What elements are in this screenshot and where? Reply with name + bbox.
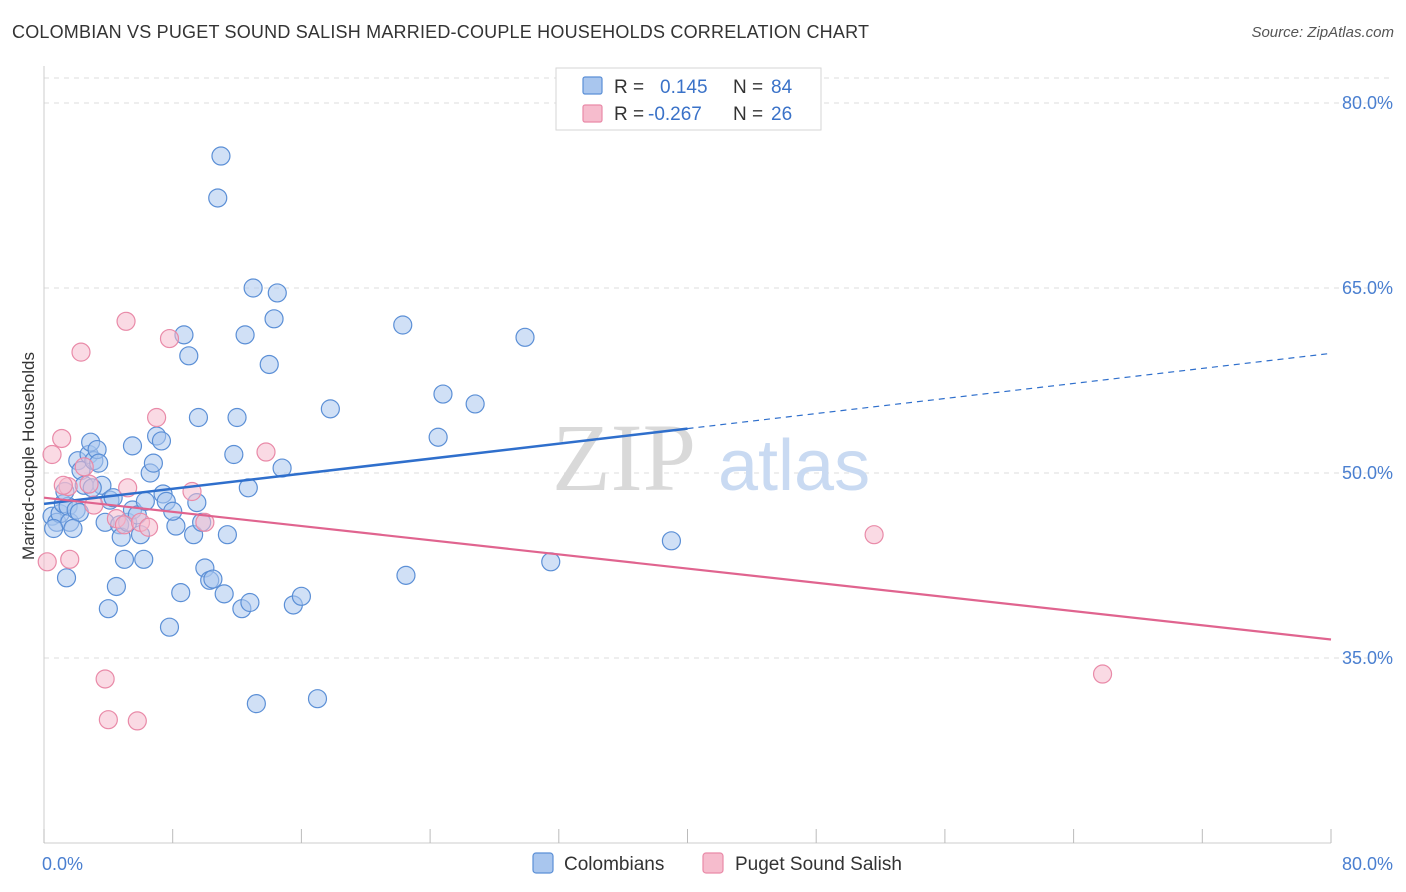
scatter-point — [106, 576, 126, 597]
top-legend: R = 0.145 N = 84 R = -0.267 N = 26 — [555, 67, 822, 131]
scatter-point — [211, 146, 231, 166]
scatter-point — [143, 453, 163, 473]
legend-swatch-blue — [582, 76, 603, 95]
series-colombians — [42, 146, 682, 714]
scatter-point — [203, 569, 223, 589]
x-tick-max: 80.0% — [1342, 854, 1393, 874]
legend-r-label: R = — [614, 104, 644, 125]
chart-title: COLOMBIAN VS PUGET SOUND SALISH MARRIED-… — [12, 22, 870, 42]
scatter-point — [541, 552, 561, 572]
y-tick-label: 65.0% — [1342, 278, 1393, 298]
scatter-point — [217, 525, 237, 545]
scatter-point — [393, 315, 413, 335]
scatter-point — [44, 518, 64, 539]
scatter-point — [171, 583, 191, 603]
scatter-point — [428, 427, 448, 447]
scatter-point — [256, 442, 276, 462]
legend-swatch-pink — [582, 104, 603, 123]
trend-lines — [43, 352, 1332, 641]
trend-line-colombians — [43, 427, 688, 506]
trend-line-puget-sound-salish — [43, 496, 1332, 641]
legend-n-value: 84 — [771, 77, 793, 98]
scatter-point — [114, 549, 135, 569]
scatter-point — [52, 428, 72, 449]
legend-r-value: 0.145 — [660, 77, 708, 98]
scatter-point — [37, 552, 57, 572]
bottom-legend-puget-sound-salish: Puget Sound Salish — [735, 854, 902, 875]
bottom-legend-colombians: Colombians — [564, 854, 664, 875]
scatter-point — [116, 311, 136, 331]
scatter-point — [138, 517, 159, 537]
scatter-point — [259, 354, 279, 375]
scatter-point — [227, 407, 247, 428]
scatter-point — [60, 549, 80, 569]
scatter-point — [147, 407, 167, 428]
scatter-point — [53, 475, 73, 495]
scatter-point — [214, 584, 234, 604]
bottom-legend-swatch-colombians — [532, 852, 554, 874]
scatter-point — [396, 565, 416, 585]
scatter-point — [42, 444, 62, 465]
scatter-point — [224, 444, 244, 465]
y-axis-label: Married-couple Households — [19, 352, 38, 560]
scatter-point — [433, 384, 453, 404]
legend-r-value: -0.267 — [648, 104, 702, 125]
scatter-point — [114, 515, 135, 535]
series-puget-sound-salish — [37, 311, 1113, 731]
y-tick-label: 35.0% — [1342, 648, 1393, 668]
scatter-point — [264, 309, 284, 329]
x-tick-min: 0.0% — [42, 854, 83, 874]
scatter-point — [208, 188, 228, 208]
scatter-point — [159, 328, 180, 349]
scatter-point — [56, 568, 77, 588]
scatter-point — [195, 512, 215, 532]
scatter-point — [320, 399, 340, 419]
scatter-point — [63, 518, 83, 539]
y-tick-label: 50.0% — [1342, 463, 1393, 483]
bottom-legend-swatch-puget — [702, 852, 724, 874]
legend-n-value: 26 — [771, 104, 792, 125]
scatter-point — [159, 617, 180, 637]
scatter-point — [98, 710, 118, 730]
y-tick-label: 80.0% — [1342, 93, 1393, 113]
bottom-legend: Colombians Puget Sound Salish — [532, 852, 902, 875]
scatter-point — [515, 327, 535, 347]
scatter-point — [240, 592, 260, 613]
scatter-point — [465, 394, 485, 414]
scatter-point — [661, 531, 682, 551]
scatter-point — [127, 711, 147, 731]
y-tick-labels: 35.0% 50.0% 65.0% 80.0% — [1342, 93, 1393, 668]
scatter-point — [864, 525, 884, 545]
legend-n-label: N = — [733, 104, 763, 125]
scatter-point — [267, 283, 287, 303]
legend-n-label: N = — [733, 77, 763, 98]
scatter-point — [95, 669, 115, 689]
scatter-point — [246, 694, 266, 714]
watermark-atlas: atlas — [718, 426, 870, 506]
scatter-point — [235, 325, 255, 345]
scatter-point — [179, 346, 199, 366]
source-credit: Source: ZipAtlas.com — [1251, 24, 1394, 41]
scatter-point — [151, 431, 172, 451]
scatter-point — [98, 599, 118, 619]
legend-r-label: R = — [614, 77, 644, 98]
scatter-point — [1092, 664, 1113, 684]
scatter-point — [307, 689, 328, 709]
scatter-point — [291, 586, 311, 606]
scatter-point — [71, 342, 91, 362]
scatter-point — [243, 278, 263, 298]
scatter-point — [122, 436, 143, 456]
scatter-point — [188, 407, 209, 428]
scatter-point — [74, 457, 94, 477]
trend-line-colombians-extension — [687, 352, 1332, 430]
watermark-zip: ZIP — [552, 404, 696, 511]
scatter-point — [134, 549, 154, 569]
scatter-point — [79, 474, 99, 494]
